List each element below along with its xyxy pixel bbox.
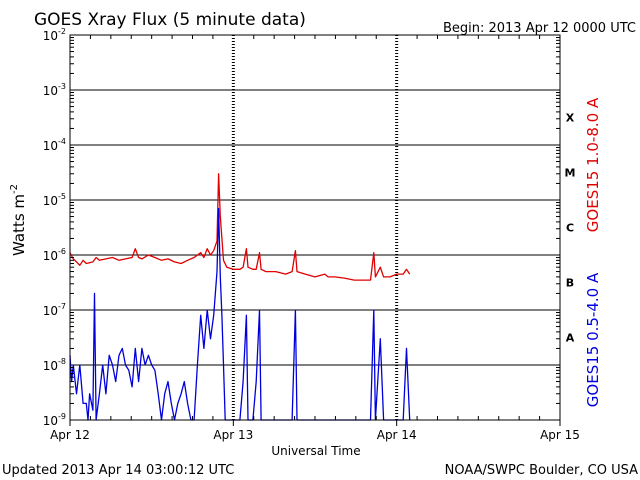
flare-class-labels: X M C B A: [565, 112, 576, 345]
y-tick-label: 10-7: [43, 302, 66, 318]
y-axis-label-exponent: -2: [9, 184, 20, 194]
y-axis-label-text: Watts m: [10, 194, 28, 256]
svg-text:Watts m-2: Watts m-2: [9, 184, 28, 256]
footer-credit: NOAA/SWPC Boulder, CO USA: [445, 463, 638, 478]
x-tick-label: Apr 15: [540, 428, 580, 442]
x-tick-label: Apr 14: [377, 428, 417, 442]
y-tick-label: 10-8: [43, 357, 66, 373]
flare-class-C: C: [566, 222, 574, 235]
grid-lines: [70, 35, 560, 420]
flare-class-B: B: [566, 277, 574, 290]
x-axis-label: Universal Time: [271, 444, 360, 458]
y-tick-label: 10-6: [43, 247, 66, 263]
y-tick-label: 10-3: [43, 82, 66, 98]
plot-frame: [69, 34, 561, 421]
series-lines: [69, 173, 411, 421]
flare-class-A: A: [566, 332, 575, 345]
x-tick-label: Apr 13: [213, 428, 253, 442]
series-line-1: [69, 173, 411, 281]
series-line-2: [69, 207, 411, 421]
y-tick-labels: 10-2 10-3 10-4 10-5 10-6 10-7 10-8 10-9: [43, 27, 66, 428]
footer-updated: Updated 2013 Apr 14 03:00:12 UTC: [2, 463, 234, 478]
y-tick-label: 10-5: [43, 192, 66, 208]
legend-series-1: GOES15 1.0-8.0 A: [584, 97, 602, 232]
axes: [69, 34, 561, 426]
x-tick-labels: Apr 12 Apr 13 Apr 14 Apr 15: [50, 428, 580, 442]
x-tick-label: Apr 12: [50, 428, 90, 442]
begin-label: Begin: 2013 Apr 12 0000 UTC: [443, 21, 636, 36]
y-tick-label: 10-2: [43, 27, 66, 43]
flare-class-M: M: [565, 167, 576, 180]
flare-class-X: X: [566, 112, 575, 125]
y-axis-label: Watts m-2: [9, 184, 28, 256]
y-tick-label: 10-4: [43, 137, 66, 153]
chart-title: GOES Xray Flux (5 minute data): [34, 10, 306, 30]
y-tick-label: 10-9: [43, 412, 66, 428]
legend-series-2: GOES15 0.5-4.0 A: [584, 272, 602, 407]
